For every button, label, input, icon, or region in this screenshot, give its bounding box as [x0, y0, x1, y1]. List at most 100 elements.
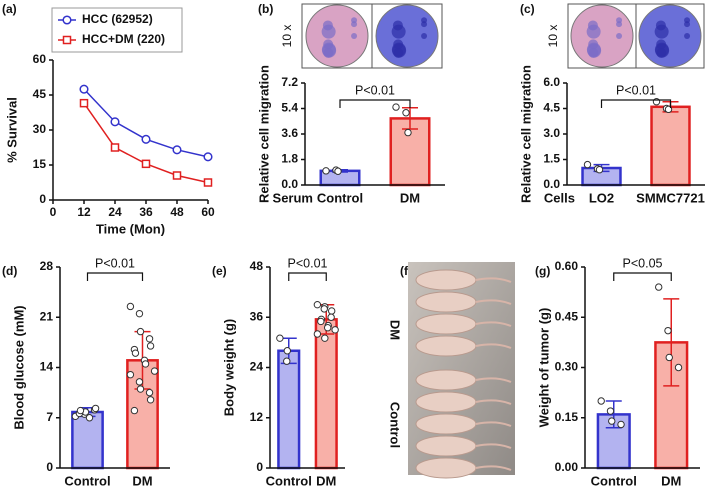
data-point [664, 326, 672, 335]
micrograph-stain [421, 21, 428, 28]
y-tick-label: 3.6 [281, 126, 298, 140]
y-axis-label: Relative cell migration [518, 65, 533, 203]
data-point [131, 349, 140, 357]
y-tick-label: 0.0 [281, 177, 298, 191]
micrograph-stain [322, 20, 333, 31]
y-tick-label: 12 [250, 410, 264, 424]
group-label: DM [388, 320, 403, 340]
panel-label: (e) [212, 264, 227, 278]
data-point [91, 404, 100, 413]
x-tick-label: Control [591, 473, 637, 488]
micrograph-stain [322, 43, 337, 58]
micrograph [638, 4, 702, 68]
y-tick-label: 15 [33, 157, 47, 171]
y-tick-label: 7.2 [281, 75, 298, 89]
significance-label: P<0.01 [616, 83, 656, 97]
data-point [283, 347, 292, 355]
significance-label: P<0.05 [623, 256, 663, 270]
y-tick-label: 45 [33, 87, 47, 101]
y-tick-label: 0.15 [555, 410, 579, 424]
y-tick-label: 0.0 [543, 177, 560, 191]
point [172, 145, 182, 155]
y-tick-label: 24 [250, 360, 264, 374]
y-tick-label: 0.60 [555, 259, 579, 273]
data-point [76, 406, 85, 415]
mouse-tail [475, 299, 512, 305]
data-point [334, 167, 342, 175]
y-tick-label: 0 [46, 460, 53, 474]
data-point [608, 417, 616, 425]
micrograph-stain [587, 20, 598, 31]
data-point [130, 406, 139, 415]
y-tick-label: 0.30 [555, 360, 579, 374]
x-tick-label: 12 [77, 205, 91, 219]
data-point [136, 385, 145, 393]
significance-label: P<0.01 [95, 256, 135, 270]
micrograph [570, 4, 634, 68]
mouse-tail [475, 421, 512, 427]
x-tick-label: 36 [139, 205, 153, 219]
y-tick-label: 5.4 [281, 101, 298, 115]
panel-label: (b) [258, 2, 273, 16]
data-point [135, 378, 144, 386]
data-point [583, 160, 592, 169]
data-point [665, 353, 673, 362]
mouse-tail [475, 399, 512, 405]
point [110, 117, 120, 127]
y-tick-label: 3.0 [543, 126, 560, 140]
error-bar [663, 298, 680, 387]
point [203, 178, 213, 187]
mouse-tail [475, 377, 512, 383]
y-tick-label: 7 [46, 410, 53, 424]
data-point [655, 283, 663, 291]
y-axis-label: % Survival [4, 97, 19, 163]
bar [650, 105, 691, 187]
data-point [327, 307, 336, 315]
micrograph-stain [616, 33, 623, 39]
micrograph-stain [421, 33, 428, 39]
y-tick-label: 0.45 [555, 309, 579, 323]
y-tick-label: 0 [39, 192, 46, 206]
micrograph-stain [392, 20, 403, 31]
significance-bracket [600, 99, 672, 108]
data-point [322, 167, 330, 175]
significance-label: P<0.01 [288, 256, 328, 270]
data-point [331, 326, 339, 334]
y-tick-label: 14 [40, 360, 54, 374]
mouse [415, 391, 477, 413]
y-axis-label: Weight of tumor (g) [536, 308, 551, 428]
data-point [606, 407, 615, 415]
data-point [313, 300, 322, 309]
point [141, 134, 151, 144]
y-tick-label: 0 [256, 460, 263, 474]
significance-bracket [288, 272, 327, 281]
x-tick-label: DM [132, 473, 152, 488]
data-point [320, 305, 328, 313]
y-tick-label: 21 [40, 309, 54, 323]
micrograph-stain [684, 21, 691, 28]
x-tick-label: Control [317, 190, 363, 205]
significance-bracket [86, 272, 144, 281]
data-point [126, 302, 135, 311]
data-point [85, 414, 94, 422]
panel-label: (g) [535, 264, 550, 278]
point [141, 159, 151, 169]
mouse-tail [475, 343, 512, 349]
point [79, 98, 89, 108]
x-tick-label: LO2 [589, 190, 614, 205]
micrograph-stain [351, 21, 358, 28]
point [203, 152, 213, 162]
mouse [415, 435, 477, 457]
data-point [402, 109, 410, 117]
data-point [135, 309, 144, 318]
x-axis-label: Time (Mon) [96, 221, 165, 236]
data-point [313, 330, 322, 338]
micrograph-stain [684, 33, 691, 39]
micrograph-stain [655, 43, 670, 58]
data-point [136, 327, 145, 336]
y-tick-label: 30 [33, 122, 47, 136]
data-point [146, 342, 155, 350]
data-point [595, 166, 604, 174]
point [79, 84, 89, 94]
